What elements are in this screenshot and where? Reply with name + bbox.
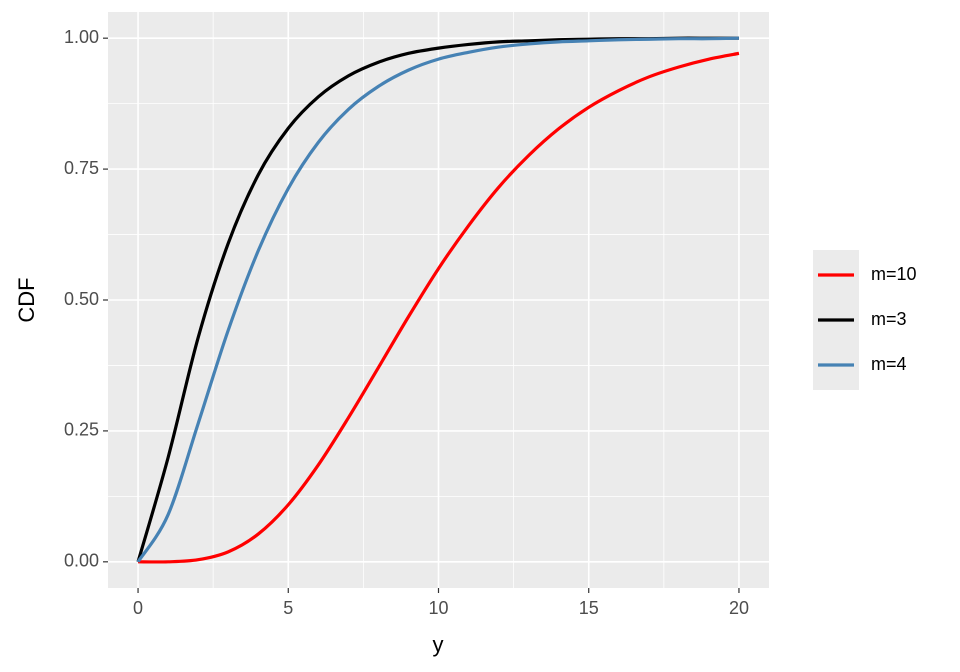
y-axis-title: CDF — [14, 277, 39, 322]
x-tick-label: 20 — [729, 598, 749, 618]
legend-label: m=4 — [871, 354, 907, 374]
legend-label: m=3 — [871, 309, 907, 329]
series-line — [136, 36, 739, 563]
y-tick-label: 0.75 — [64, 158, 99, 178]
x-tick-label: 5 — [283, 598, 293, 618]
grid — [108, 12, 769, 588]
legend: m=10 m=3 m=4 — [813, 250, 917, 390]
legend-label: m=10 — [871, 264, 917, 284]
x-tick-label: 0 — [133, 598, 143, 618]
series-line — [138, 51, 740, 564]
y-tick-label: 1.00 — [64, 27, 99, 47]
y-tick-label: 0.25 — [64, 420, 99, 440]
x-tick-label: 10 — [428, 598, 448, 618]
x-axis-title: y — [433, 632, 444, 657]
y-tick-label: 0.00 — [64, 551, 99, 571]
y-tick-label: 0.50 — [64, 289, 99, 309]
x-tick-label: 15 — [579, 598, 599, 618]
lines — [136, 36, 740, 564]
